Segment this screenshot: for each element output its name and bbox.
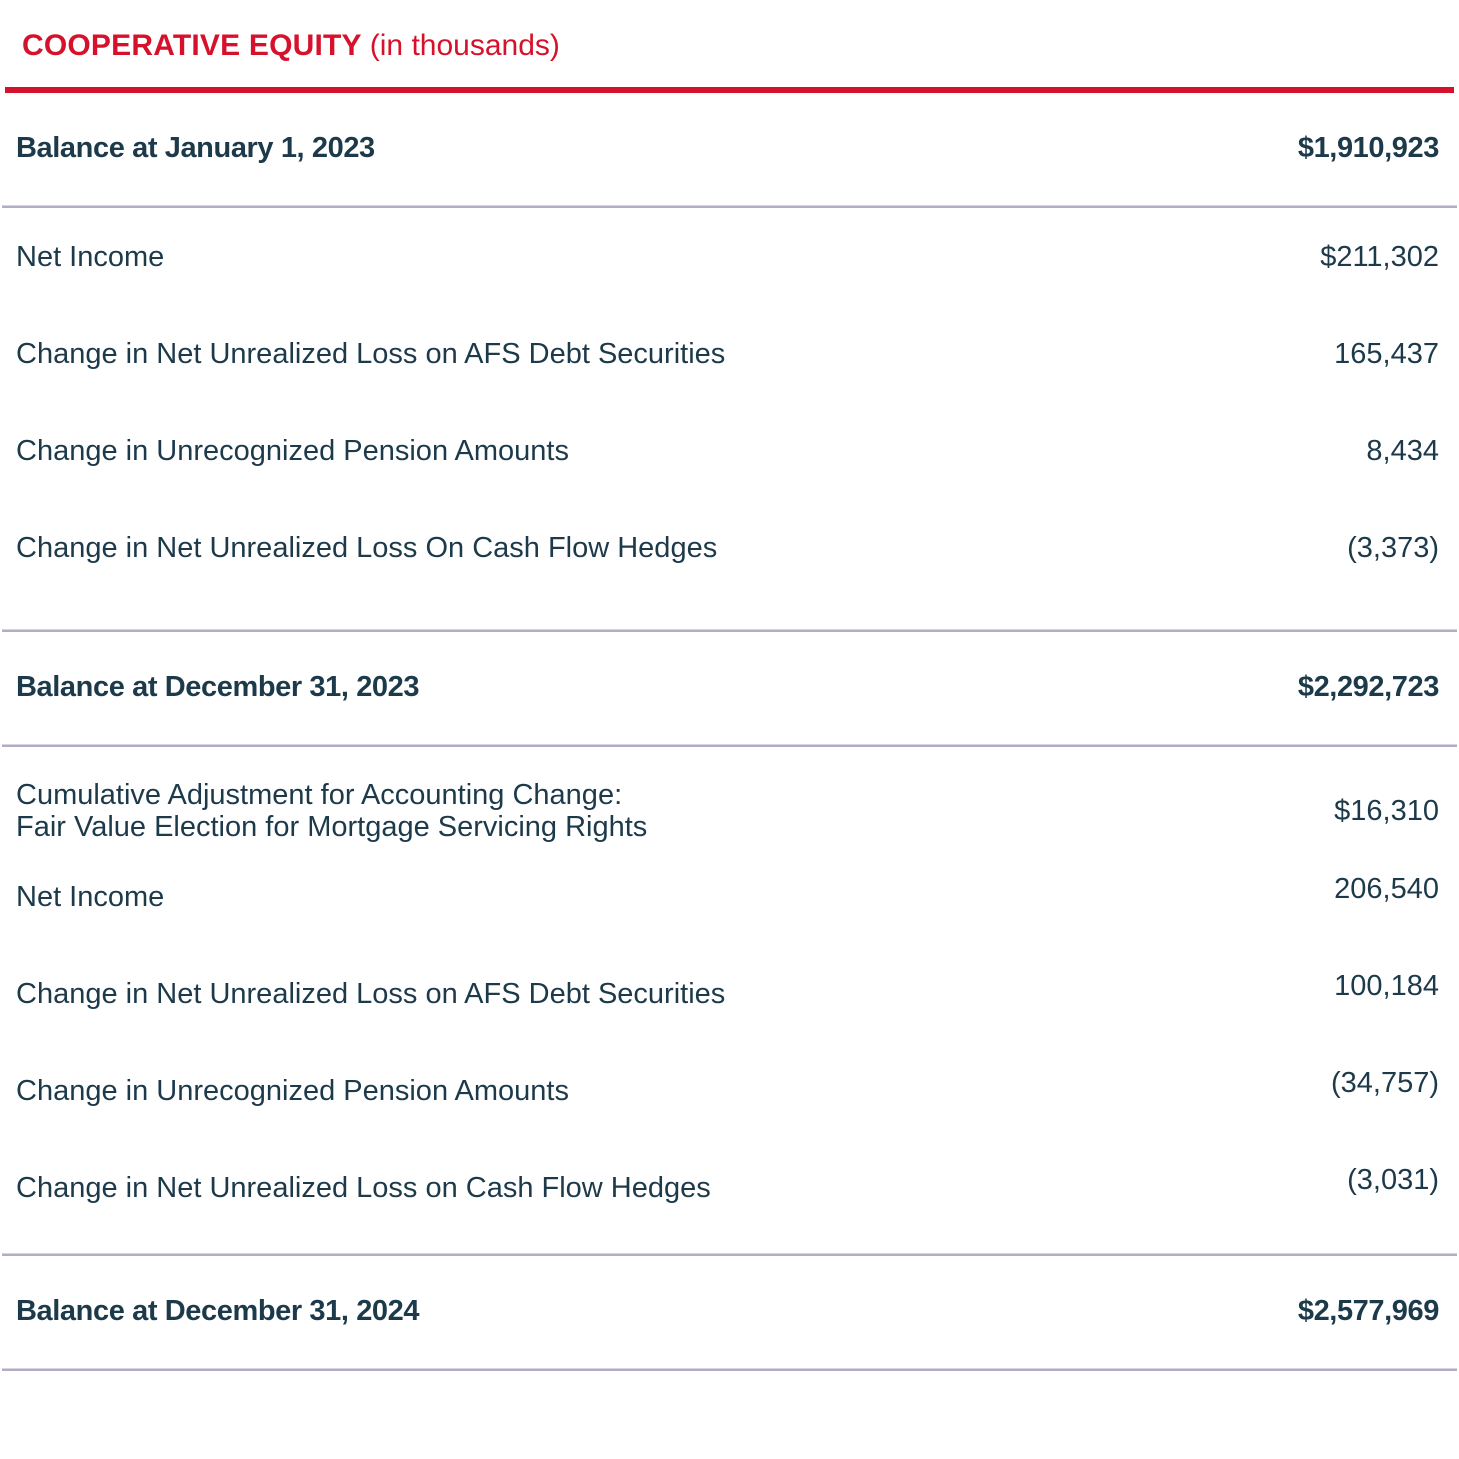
table-row-balance-dec-31-2023: Balance at December 31, 2023 $2,292,723 bbox=[0, 632, 1459, 744]
row-value: 206,540 bbox=[1334, 873, 1439, 905]
row-label: Change in Net Unrealized Loss on AFS Deb… bbox=[16, 338, 726, 370]
row-label: Change in Net Unrealized Loss on Cash Fl… bbox=[16, 1172, 711, 1204]
table-row-balance-jan-1-2023: Balance at January 1, 2023 $1,910,923 bbox=[0, 93, 1459, 205]
table-row-afs-debt-securities-2023: Change in Net Unrealized Loss on AFS Deb… bbox=[0, 305, 1459, 402]
table-row-afs-debt-securities-2024: Change in Net Unrealized Loss on AFS Deb… bbox=[0, 945, 1459, 1042]
row-label: Balance at December 31, 2023 bbox=[16, 671, 420, 703]
row-label: Balance at December 31, 2024 bbox=[16, 1295, 420, 1327]
row-label-line1: Cumulative Adjustment for Accounting Cha… bbox=[16, 779, 623, 811]
statement-header: COOPERATIVE EQUITY (in thousands) bbox=[0, 0, 1459, 62]
row-value: (3,373) bbox=[1347, 532, 1439, 564]
table-row-balance-dec-31-2024: Balance at December 31, 2024 $2,577,969 bbox=[0, 1256, 1459, 1368]
table-row-net-income-2023: Net Income $211,302 bbox=[0, 208, 1459, 305]
table-row-cash-flow-hedges-2023: Change in Net Unrealized Loss On Cash Fl… bbox=[0, 499, 1459, 629]
row-label: Net Income bbox=[16, 881, 165, 913]
divider bbox=[2, 1253, 1457, 1256]
row-value: $211,302 bbox=[1320, 241, 1439, 273]
page-title: COOPERATIVE EQUITY (in thousands) bbox=[22, 30, 1439, 62]
title-units-note: (in thousands) bbox=[369, 29, 560, 62]
row-label: Change in Net Unrealized Loss On Cash Fl… bbox=[16, 532, 718, 564]
table-row-cash-flow-hedges-2024: Change in Net Unrealized Loss on Cash Fl… bbox=[0, 1139, 1459, 1253]
row-label-line2: Fair Value Election for Mortgage Servici… bbox=[16, 811, 648, 843]
row-label: Cumulative Adjustment for Accounting Cha… bbox=[16, 779, 647, 843]
title-text: COOPERATIVE EQUITY bbox=[22, 29, 362, 62]
row-value: 165,437 bbox=[1334, 338, 1439, 370]
row-value: (3,031) bbox=[1347, 1164, 1439, 1196]
row-value: $2,577,969 bbox=[1297, 1295, 1440, 1327]
divider bbox=[2, 744, 1457, 747]
row-value: $16,310 bbox=[1334, 795, 1439, 827]
table-row-pension-amounts-2023: Change in Unrecognized Pension Amounts 8… bbox=[0, 402, 1459, 499]
divider bbox=[2, 629, 1457, 632]
table-row-cumulative-adjustment: Cumulative Adjustment for Accounting Cha… bbox=[0, 747, 1459, 848]
row-value: $2,292,723 bbox=[1297, 671, 1440, 703]
red-header-rule bbox=[5, 87, 1454, 93]
row-value: $1,910,923 bbox=[1297, 132, 1440, 164]
row-value: 100,184 bbox=[1334, 970, 1439, 1002]
row-label: Change in Unrecognized Pension Amounts bbox=[16, 1075, 569, 1107]
divider bbox=[2, 205, 1457, 208]
table-row-pension-amounts-2024: Change in Unrecognized Pension Amounts (… bbox=[0, 1042, 1459, 1139]
row-label: Change in Unrecognized Pension Amounts bbox=[16, 435, 569, 467]
divider bbox=[2, 1368, 1457, 1371]
row-label: Change in Net Unrealized Loss on AFS Deb… bbox=[16, 978, 726, 1010]
row-value: (34,757) bbox=[1330, 1067, 1439, 1099]
row-value: 8,434 bbox=[1366, 435, 1439, 467]
row-label: Net Income bbox=[16, 241, 165, 273]
row-label: Balance at January 1, 2023 bbox=[16, 132, 375, 164]
table-row-net-income-2024: Net Income 206,540 bbox=[0, 848, 1459, 945]
